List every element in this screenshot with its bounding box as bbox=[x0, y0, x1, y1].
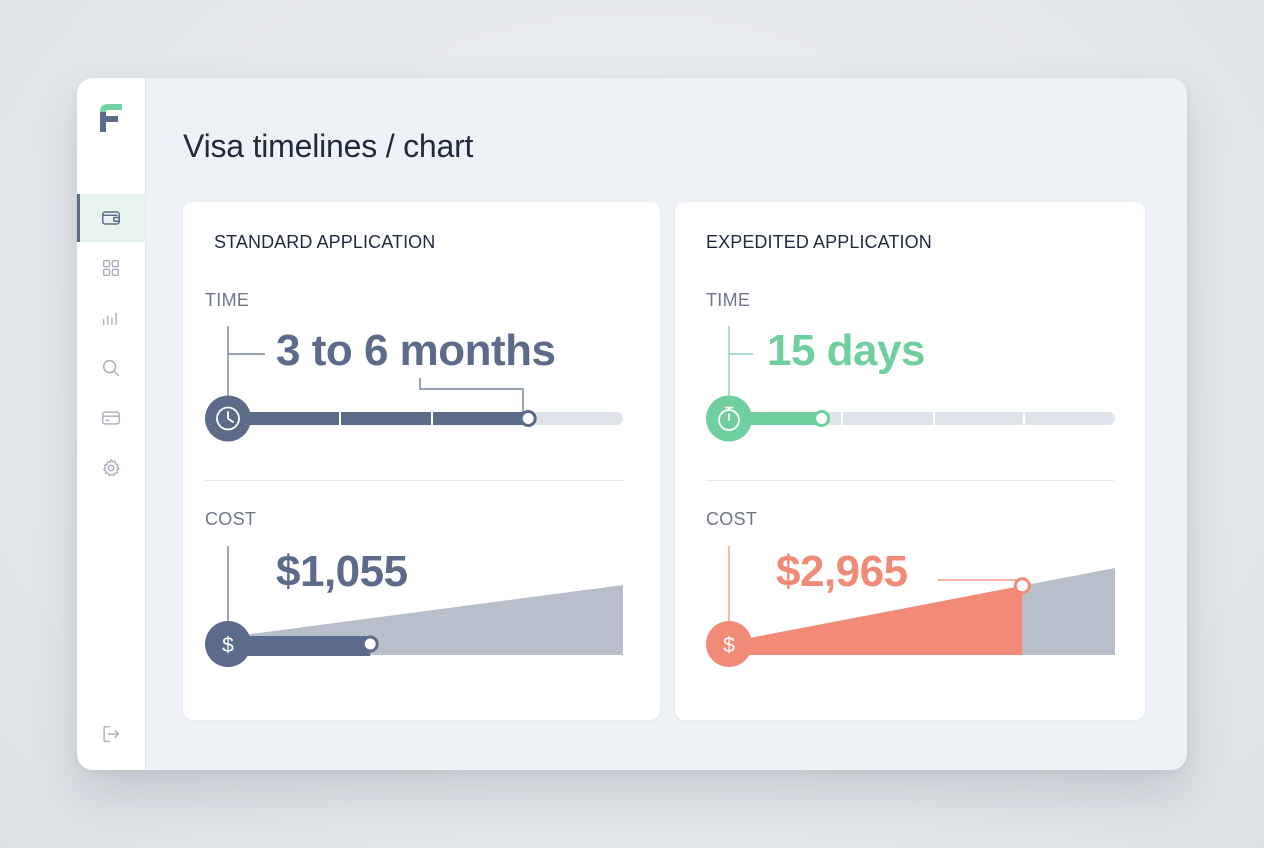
page-title: Visa timelines / chart bbox=[183, 128, 474, 164]
sidebar-item-search[interactable] bbox=[77, 344, 145, 392]
dollar-icon: $ bbox=[706, 621, 752, 667]
brand-logo bbox=[100, 104, 122, 132]
card-title: STANDARD APPLICATION bbox=[214, 232, 436, 252]
expedited-timeline-chart bbox=[706, 326, 1115, 442]
time-value: 15 days bbox=[767, 326, 925, 375]
section-divider bbox=[706, 480, 1114, 481]
standard-timeline-chart bbox=[205, 326, 623, 442]
expedited-cost-chart: $ bbox=[706, 546, 1115, 667]
sidebar-item-payments[interactable] bbox=[77, 394, 145, 442]
sidebar-item-wallet[interactable] bbox=[77, 194, 145, 242]
standard-application-card: STANDARD APPLICATION TIME 3 to 6 months bbox=[183, 202, 660, 720]
sidebar-item-settings[interactable] bbox=[77, 444, 145, 492]
section-divider bbox=[205, 480, 625, 481]
time-progress-knob bbox=[813, 410, 831, 427]
time-label: TIME bbox=[706, 290, 751, 310]
credit-card-icon bbox=[102, 411, 120, 425]
clock-icon bbox=[205, 395, 251, 442]
cost-progress-knob bbox=[361, 635, 379, 653]
logout-button[interactable] bbox=[77, 710, 145, 758]
cost-label: COST bbox=[205, 509, 257, 529]
cost-label: COST bbox=[706, 509, 758, 529]
sidebar-item-dashboard[interactable] bbox=[77, 244, 145, 292]
stopwatch-icon bbox=[706, 395, 752, 442]
dollar-icon: $ bbox=[205, 621, 251, 667]
app-window: Visa timelines / chart STANDARD APPLICAT… bbox=[77, 78, 1187, 770]
time-progress-fill bbox=[729, 412, 822, 425]
standard-cost-chart: $ bbox=[205, 546, 623, 667]
logout-icon bbox=[103, 725, 120, 743]
expedited-application-card: EXPEDITED APPLICATION TIME 15 days COST … bbox=[675, 202, 1145, 720]
card-title: EXPEDITED APPLICATION bbox=[706, 232, 932, 252]
cost-progress-knob bbox=[1013, 577, 1031, 595]
time-value: 3 to 6 months bbox=[276, 326, 556, 375]
sidebar-item-analytics[interactable] bbox=[77, 294, 145, 342]
time-progress-fill bbox=[228, 412, 529, 425]
search-icon bbox=[102, 359, 120, 377]
cost-value: $1,055 bbox=[276, 547, 408, 596]
cost-value: $2,965 bbox=[776, 547, 908, 596]
svg-text:$: $ bbox=[723, 634, 735, 657]
grid-icon bbox=[102, 259, 120, 277]
svg-text:$: $ bbox=[222, 634, 234, 657]
time-label: TIME bbox=[205, 290, 250, 310]
time-progress-knob bbox=[519, 410, 537, 427]
cost-progress-fill bbox=[228, 636, 371, 656]
gear-icon bbox=[103, 459, 120, 477]
sidebar bbox=[77, 78, 146, 770]
cost-progress-fill bbox=[729, 585, 1023, 655]
wallet-icon bbox=[102, 211, 120, 225]
bar-chart-icon bbox=[102, 312, 117, 326]
